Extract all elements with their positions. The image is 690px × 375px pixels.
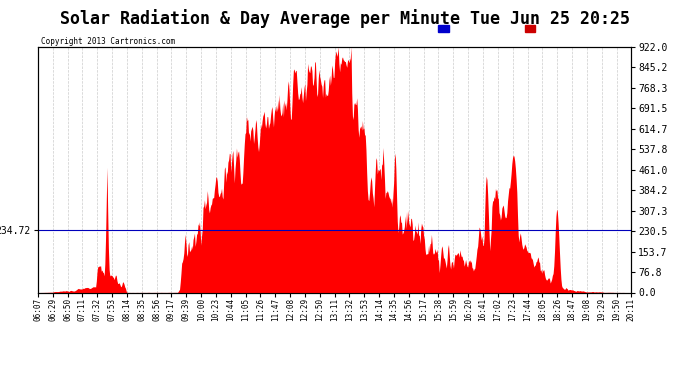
Legend: Median (w/m2), Radiation (w/m2): Median (w/m2), Radiation (w/m2): [436, 22, 627, 36]
Text: Copyright 2013 Cartronics.com: Copyright 2013 Cartronics.com: [41, 37, 175, 46]
Text: Solar Radiation & Day Average per Minute Tue Jun 25 20:25: Solar Radiation & Day Average per Minute…: [60, 9, 630, 28]
